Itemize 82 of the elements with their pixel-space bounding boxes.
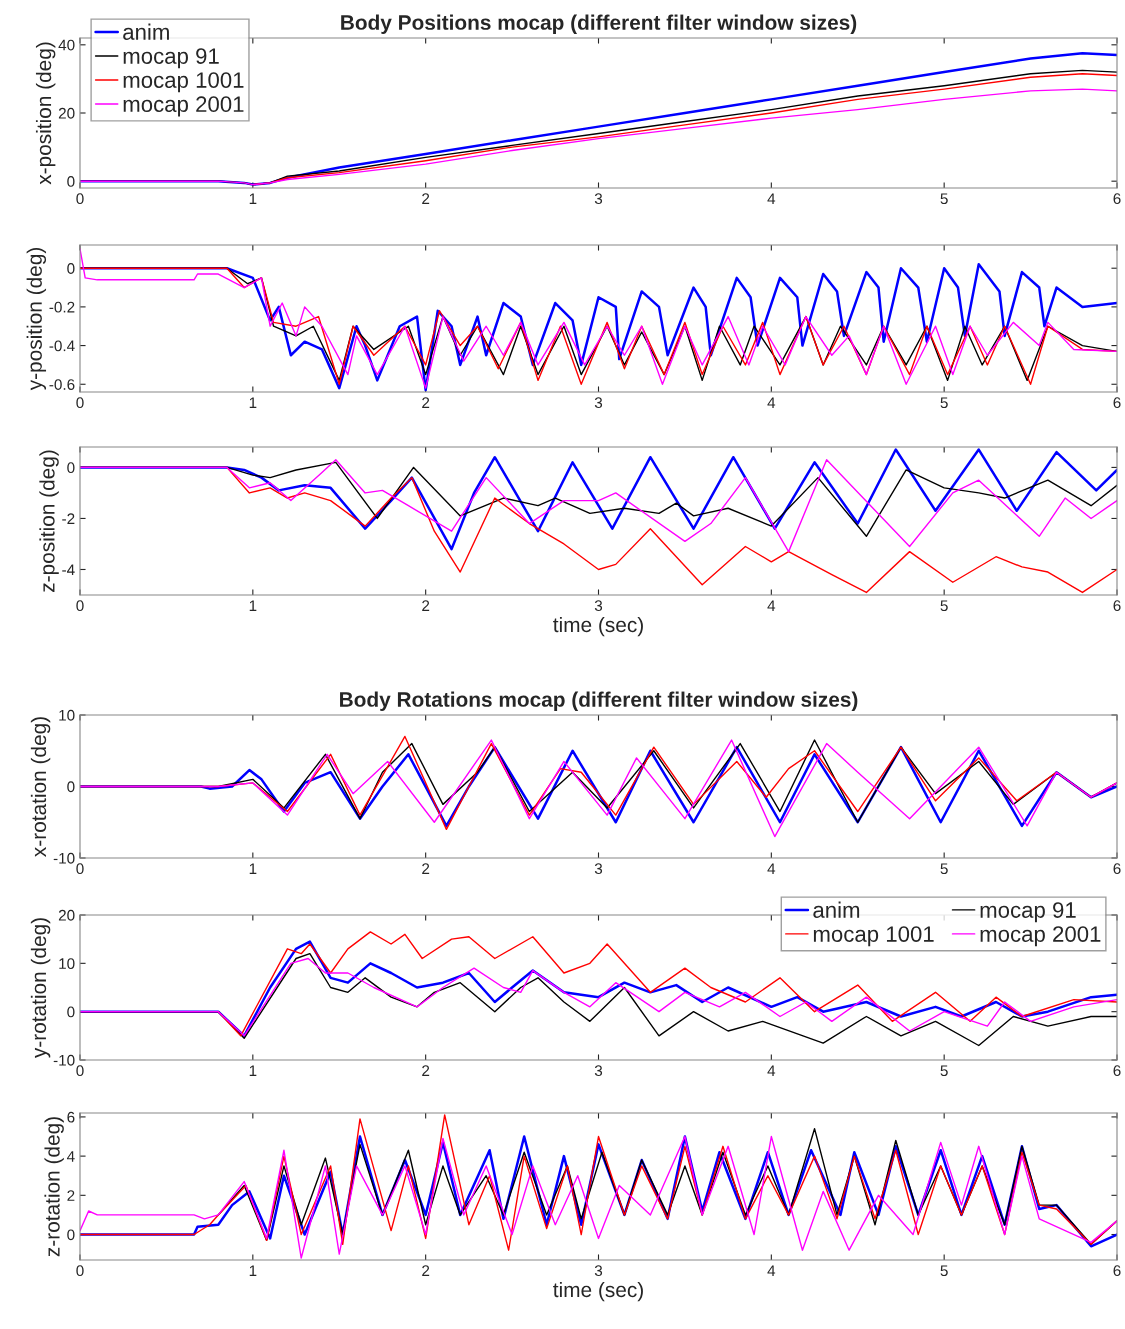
y-tick-label: -0.6	[49, 379, 75, 390]
y-tick-label: 0	[67, 176, 75, 187]
x-tick-label: 4	[767, 193, 776, 204]
y-tick-label: -4	[62, 564, 75, 576]
y-tick-label: 0	[67, 462, 75, 474]
y-axis-title: y-rotation (deg)	[30, 918, 51, 1059]
x-tick-label: 5	[940, 1265, 948, 1277]
x-tick-label: 0	[76, 863, 84, 875]
x-tick-label: 1	[249, 600, 257, 611]
x-tick-label: 6	[1113, 193, 1121, 205]
x-tick-label: 3	[594, 863, 603, 875]
x-tick-label: 2	[422, 600, 430, 611]
x-tick-label: 6	[1113, 600, 1121, 612]
y-tick-label: -10	[53, 852, 75, 864]
x-tick-label: 2	[422, 1265, 430, 1276]
x-tick-label: 5	[940, 863, 948, 875]
x-axis-title: time (sec)	[553, 616, 643, 637]
x-tick-label: 0	[76, 600, 84, 612]
y-axis-title: x-rotation (deg)	[30, 717, 51, 857]
chart-title: Body Rotations mocap (different filter window sizes)	[340, 691, 858, 711]
x-tick-label: 6	[1113, 397, 1121, 409]
x-tick-label: 6	[1113, 1265, 1121, 1277]
legend-label: mocap 91	[123, 48, 219, 69]
legend-label: mocap 91	[980, 902, 1076, 923]
x-tick-label: 4	[767, 1065, 776, 1076]
x-tick-label: 5	[940, 193, 948, 205]
x-tick-label: 3	[594, 600, 603, 612]
legend-label: mocap 1001	[123, 72, 244, 93]
y-tick-label: 4	[66, 1151, 75, 1162]
y-tick-label: 10	[59, 958, 75, 970]
y-axis-title: z-position (deg)	[39, 450, 59, 592]
x-tick-label: 4	[767, 1265, 776, 1276]
y-tick-label: 40	[58, 39, 75, 51]
y-tick-label: 2	[67, 1190, 75, 1201]
y-tick-label: 20	[58, 107, 75, 119]
x-tick-label: 1	[249, 193, 257, 204]
y-tick-label: 0	[67, 781, 75, 793]
legend-label: mocap 2001	[980, 926, 1101, 947]
x-tick-label: 4	[767, 863, 776, 874]
y-tick-label: 6	[67, 1111, 75, 1123]
y-tick-label: 0	[67, 263, 75, 274]
x-tick-label: 3	[594, 193, 603, 205]
x-tick-label: 5	[940, 397, 948, 409]
y-axis-title: y-position (deg)	[26, 248, 47, 391]
legend-label: mocap 2001	[123, 96, 244, 117]
y-tick-label: 0	[67, 1229, 75, 1241]
x-tick-label: 5	[940, 1065, 948, 1077]
x-tick-label: 0	[76, 1065, 84, 1077]
y-tick-label: -2	[62, 513, 75, 524]
x-tick-label: 1	[249, 1065, 257, 1076]
x-tick-label: 6	[1113, 863, 1121, 875]
x-tick-label: 3	[594, 397, 603, 409]
x-tick-label: 3	[594, 1265, 603, 1277]
legend-label: anim	[123, 23, 169, 40]
x-tick-label: 2	[422, 863, 430, 874]
x-tick-label: 3	[594, 1065, 603, 1077]
line-series	[80, 957, 1117, 1037]
x-tick-label: 6	[1113, 1065, 1121, 1077]
y-tick-label: -0.4	[49, 340, 75, 352]
legend-label: anim	[813, 901, 860, 918]
x-tick-label: 0	[76, 193, 84, 205]
x-tick-label: 1	[249, 1265, 257, 1276]
y-tick-label: 20	[58, 909, 75, 921]
x-tick-label: 1	[249, 863, 257, 874]
y-tick-label: 10	[59, 709, 75, 721]
x-tick-label: 1	[249, 397, 257, 408]
x-tick-label: 0	[76, 397, 84, 409]
y-axis-title: x-position (deg)	[35, 42, 56, 185]
y-tick-label: -10	[53, 1054, 75, 1066]
x-tick-label: 2	[422, 397, 430, 408]
x-tick-label: 5	[940, 600, 948, 612]
x-tick-label: 4	[767, 397, 776, 408]
y-tick-label: -0.2	[49, 301, 75, 313]
y-axis-title: z-rotation (deg)	[44, 1117, 64, 1257]
x-axis-title: time (sec)	[553, 1281, 643, 1302]
legend-label: mocap 1001	[813, 926, 934, 947]
x-tick-label: 2	[422, 1065, 430, 1076]
x-tick-label: 2	[422, 193, 430, 204]
y-tick-label: 0	[67, 1006, 75, 1018]
chart-title: Body Positions mocap (different filter window sizes)	[341, 14, 857, 34]
x-tick-label: 0	[76, 1265, 84, 1277]
x-tick-label: 4	[767, 600, 776, 611]
